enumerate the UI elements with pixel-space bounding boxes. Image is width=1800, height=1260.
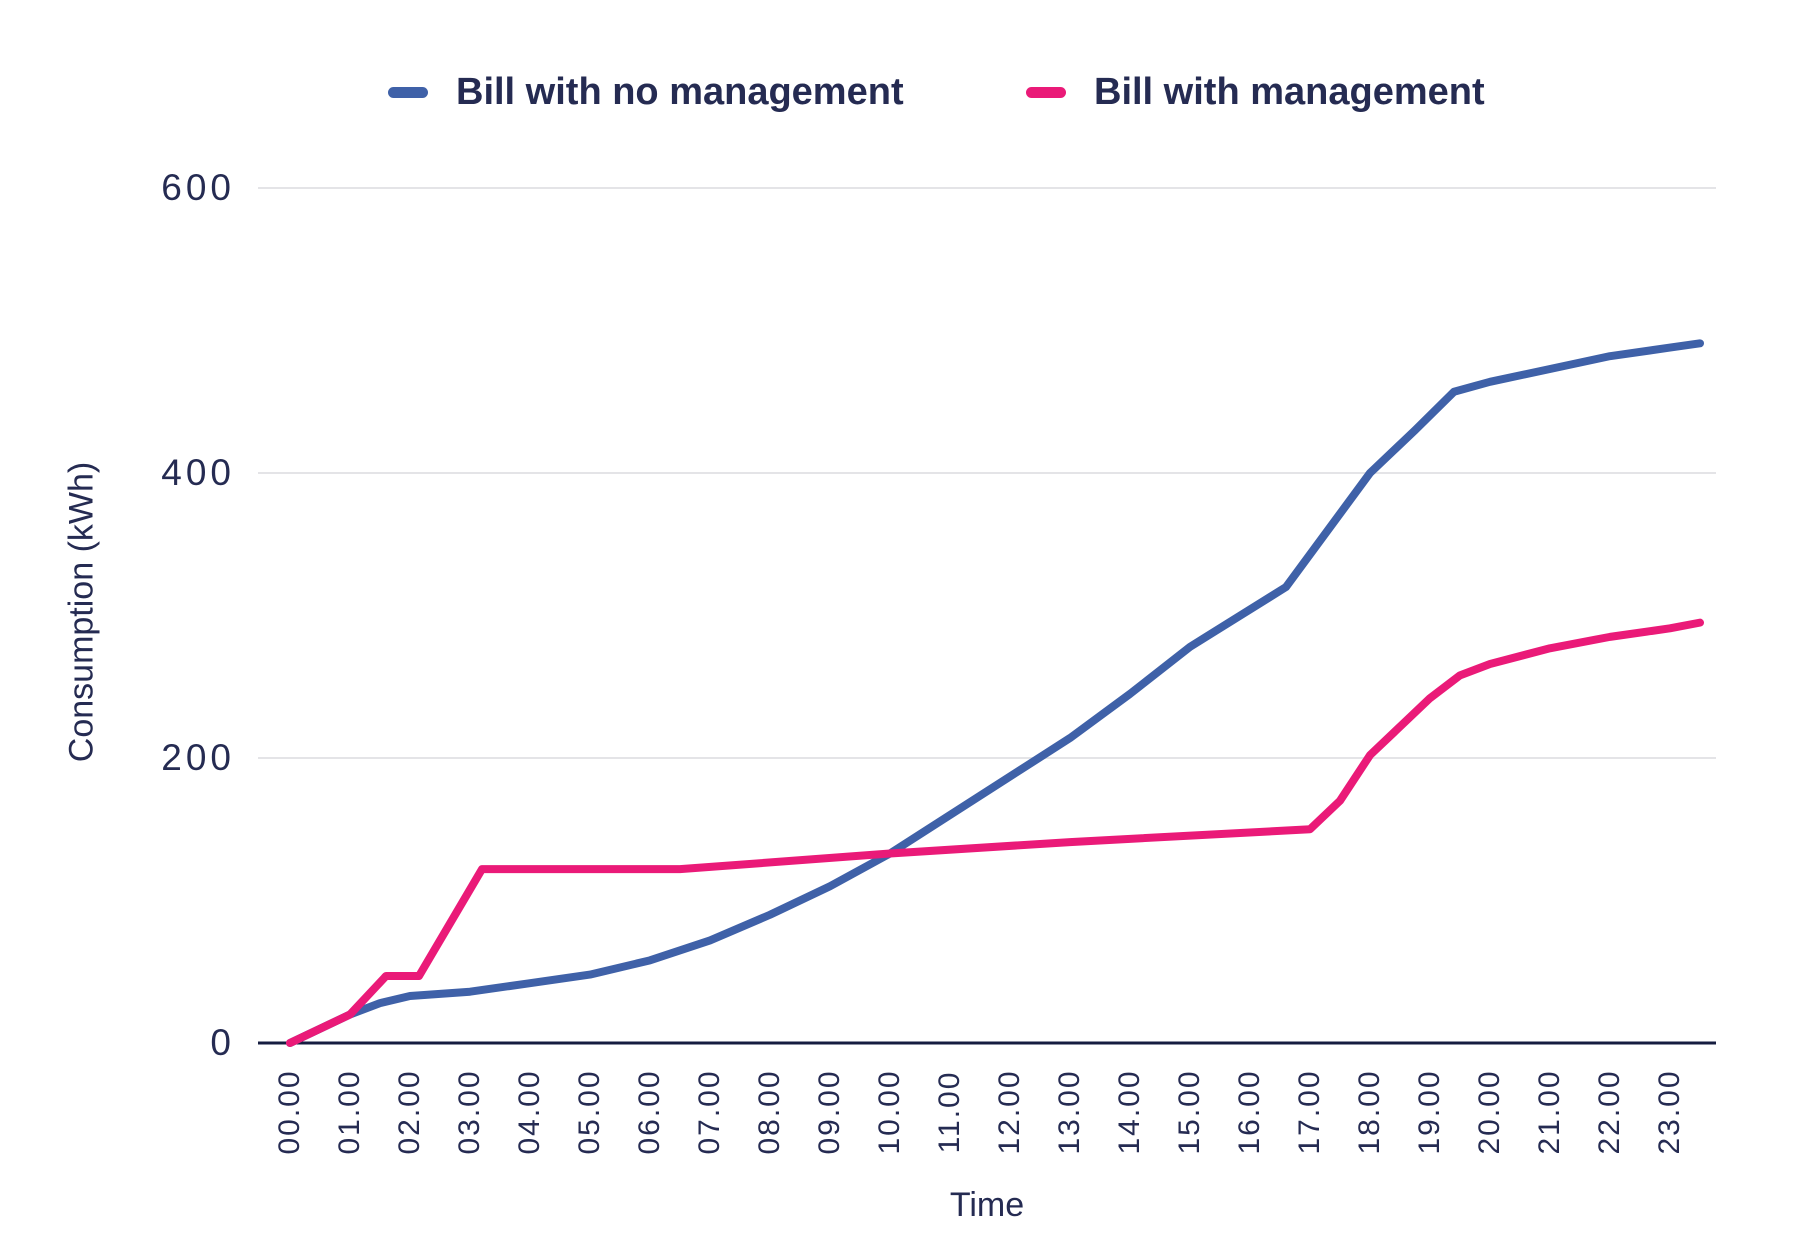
x-tick-23.00: 23.00 (1653, 1069, 1686, 1155)
series-line-0 (286, 339, 1704, 1047)
legend-swatch-blue (388, 86, 428, 98)
y-axis-title: Consumption (kWh) (62, 461, 101, 763)
y-tick-600: 600 (161, 167, 235, 208)
x-tick-02.00: 02.00 (393, 1069, 426, 1155)
x-tick-09.00: 09.00 (813, 1069, 846, 1155)
x-tick-06.00: 06.00 (633, 1069, 666, 1155)
x-tick-22.00: 22.00 (1593, 1069, 1626, 1155)
x-tick-01.00: 01.00 (333, 1069, 366, 1155)
x-tick-15.00: 15.00 (1173, 1069, 1206, 1155)
legend-label-no-management: Bill with no management (456, 70, 904, 113)
x-tick-16.00: 16.00 (1233, 1069, 1266, 1155)
x-tick-07.00: 07.00 (693, 1069, 726, 1155)
x-axis-title: Time (949, 1186, 1025, 1224)
x-tick-14.00: 14.00 (1113, 1069, 1146, 1155)
y-tick-200: 200 (161, 737, 235, 778)
legend-label-management: Bill with management (1094, 70, 1485, 113)
y-tick-400: 400 (161, 452, 235, 493)
series-line-1 (286, 618, 1704, 1047)
x-tick-00.00: 00.00 (273, 1069, 306, 1155)
x-tick-10.00: 10.00 (873, 1069, 906, 1155)
x-tick-04.00: 04.00 (513, 1069, 546, 1155)
x-tick-20.00: 20.00 (1473, 1069, 1506, 1155)
x-tick-17.00: 17.00 (1293, 1069, 1326, 1155)
legend-swatch-pink (1026, 86, 1066, 98)
legend-item-management: Bill with management (1026, 64, 1485, 120)
x-tick-12.00: 12.00 (993, 1069, 1026, 1155)
legend-item-no-management: Bill with no management (388, 64, 904, 120)
x-tick-05.00: 05.00 (573, 1069, 606, 1155)
x-tick-11.00: 11.00 (933, 1070, 966, 1154)
x-tick-19.00: 19.00 (1413, 1069, 1446, 1155)
x-tick-21.00: 21.00 (1533, 1069, 1566, 1155)
x-tick-13.00: 13.00 (1053, 1069, 1086, 1155)
x-tick-08.00: 08.00 (753, 1069, 786, 1155)
x-tick-18.00: 18.00 (1353, 1069, 1386, 1155)
x-tick-03.00: 03.00 (453, 1069, 486, 1155)
y-tick-0: 0 (210, 1022, 235, 1063)
